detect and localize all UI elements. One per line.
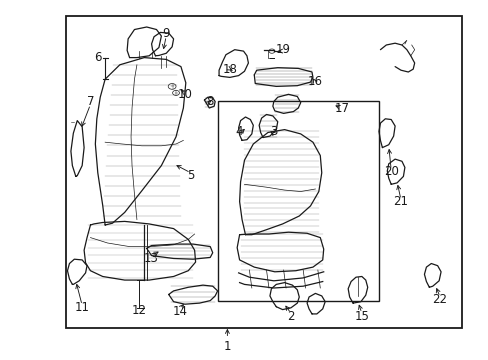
Bar — [217, 101, 378, 301]
Text: 15: 15 — [354, 310, 368, 323]
Text: 14: 14 — [172, 305, 187, 318]
Text: 7: 7 — [86, 95, 94, 108]
Text: 22: 22 — [432, 293, 447, 306]
Text: 12: 12 — [132, 304, 146, 317]
Text: 20: 20 — [383, 165, 398, 177]
Text: 4: 4 — [235, 125, 243, 138]
Text: 13: 13 — [144, 252, 159, 265]
Text: 21: 21 — [393, 195, 407, 208]
Text: 2: 2 — [286, 310, 294, 323]
Text: 19: 19 — [276, 43, 290, 56]
Text: 3: 3 — [269, 125, 277, 138]
Text: 9: 9 — [162, 27, 170, 40]
Text: 18: 18 — [222, 63, 237, 76]
Text: 8: 8 — [206, 95, 214, 108]
Text: 10: 10 — [177, 88, 192, 101]
Text: 5: 5 — [186, 169, 194, 182]
Text: 6: 6 — [94, 51, 102, 64]
Text: 16: 16 — [307, 75, 322, 87]
Text: 11: 11 — [75, 301, 89, 314]
Text: 1: 1 — [223, 340, 231, 353]
Bar — [66, 16, 461, 328]
Text: 17: 17 — [334, 102, 349, 115]
